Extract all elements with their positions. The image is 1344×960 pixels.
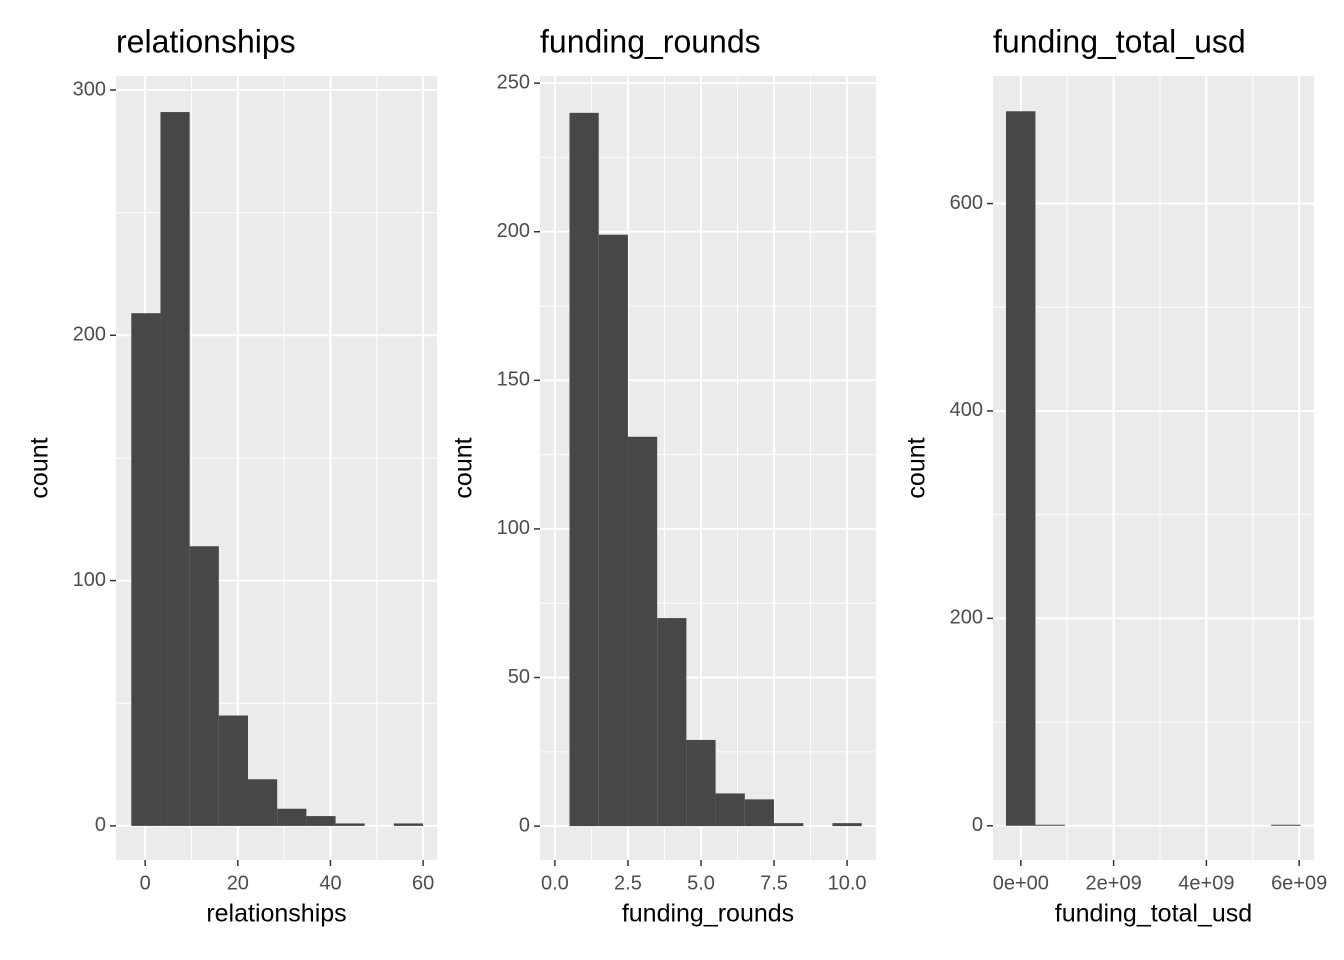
x-axis-title: funding_rounds: [622, 900, 794, 928]
x-tick-label: 7.5: [760, 872, 788, 894]
bar: [774, 823, 804, 827]
y-tick-label: 0: [972, 814, 983, 836]
y-tick-label: 300: [73, 78, 106, 100]
bar: [277, 808, 307, 826]
y-tick-label: 400: [950, 399, 983, 421]
y-tick-label: 600: [950, 192, 983, 214]
chart-title: funding_rounds: [540, 23, 761, 59]
x-tick-label: 4e+09: [1178, 872, 1234, 894]
y-axis-title: count: [903, 437, 931, 498]
x-tick-label: 40: [319, 872, 341, 894]
bar: [218, 715, 249, 826]
bar: [306, 816, 336, 826]
y-tick-label: 100: [73, 569, 106, 591]
bar: [744, 799, 775, 827]
y-tick-label: 0: [519, 814, 530, 836]
x-tick-label: 0.0: [541, 872, 569, 894]
y-tick-label: 100: [497, 517, 530, 539]
x-tick-label: 6e+09: [1271, 872, 1327, 894]
bar: [832, 823, 862, 827]
y-axis-title: count: [450, 437, 478, 498]
chart-title: relationships: [116, 23, 296, 59]
chart-title: funding_total_usd: [993, 23, 1246, 59]
bar: [248, 779, 278, 826]
bar: [131, 313, 161, 826]
y-axis-title: count: [26, 437, 54, 498]
bar: [393, 823, 424, 826]
panel-background: [993, 76, 1314, 860]
bar: [598, 234, 628, 827]
bar: [1035, 824, 1065, 826]
y-tick-label: 200: [950, 607, 983, 629]
x-tick-label: 0e+00: [993, 872, 1049, 894]
bar: [335, 823, 365, 826]
bar: [1271, 824, 1301, 826]
bar: [657, 618, 687, 827]
bar: [686, 739, 716, 827]
x-axis-title: funding_total_usd: [1055, 900, 1252, 928]
x-tick-label: 2.5: [614, 872, 642, 894]
y-tick-label: 200: [497, 220, 530, 242]
x-tick-label: 10.0: [828, 872, 867, 894]
x-tick-label: 20: [227, 872, 249, 894]
y-tick-label: 0: [95, 814, 106, 836]
bar: [627, 436, 658, 827]
x-axis-title: relationships: [206, 900, 346, 928]
x-tick-label: 60: [412, 872, 434, 894]
bar: [715, 793, 745, 827]
x-tick-label: 0: [140, 872, 151, 894]
bar: [569, 112, 599, 827]
x-tick-label: 5.0: [687, 872, 715, 894]
y-tick-label: 150: [497, 369, 530, 391]
bar: [189, 546, 219, 826]
y-tick-label: 50: [508, 666, 530, 688]
bar: [160, 112, 190, 826]
y-tick-label: 200: [73, 324, 106, 346]
x-tick-label: 2e+09: [1086, 872, 1142, 894]
bar: [1005, 111, 1036, 826]
y-tick-label: 250: [497, 71, 530, 93]
